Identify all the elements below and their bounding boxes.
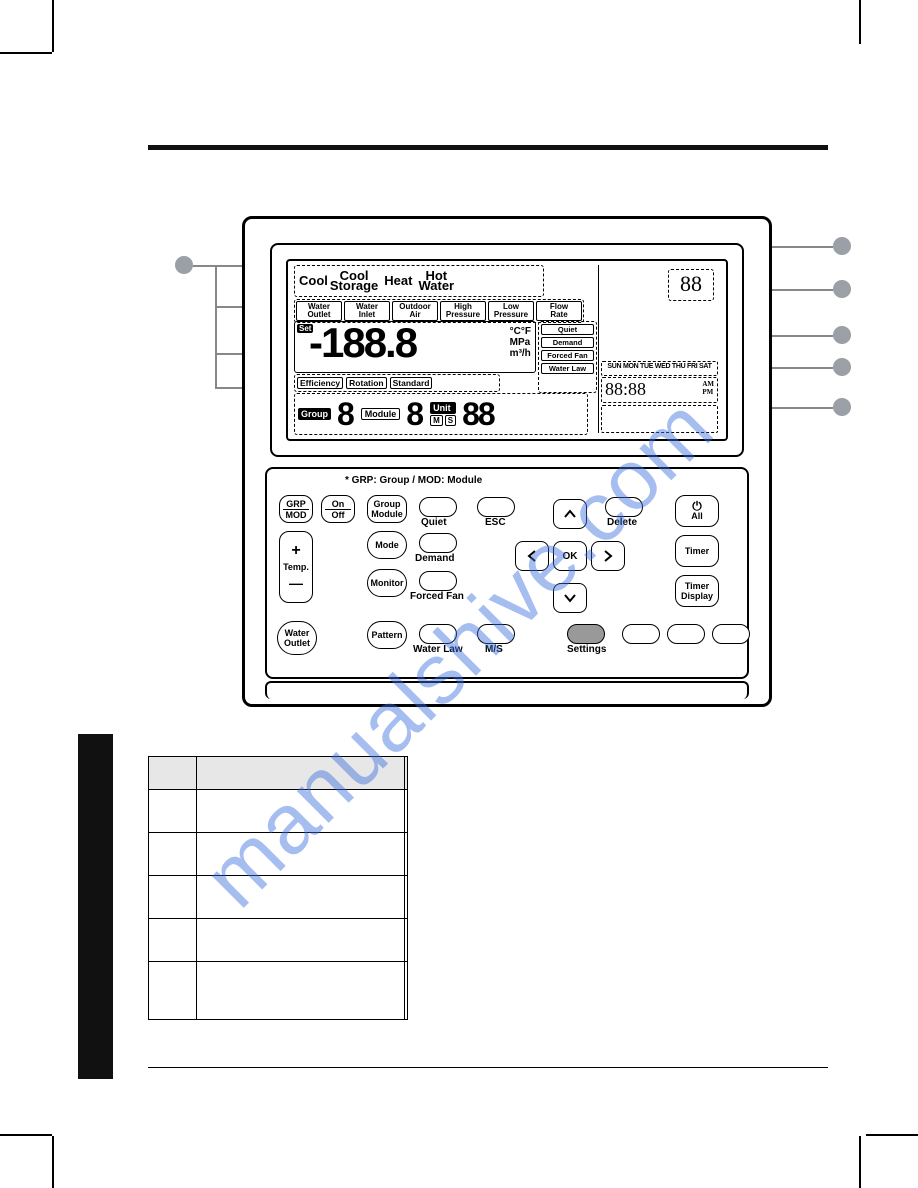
mode-cool-storage: Cool Storage [330, 271, 378, 291]
callout-dot [833, 280, 851, 298]
esc-button[interactable] [477, 497, 515, 517]
group-label: Group [298, 408, 331, 420]
water-outlet-button[interactable]: WaterOutlet [277, 621, 317, 655]
main-reading: Set -188.8 °C°F MPa m³/h [294, 321, 536, 373]
callout-dot [833, 326, 851, 344]
power-icon: ⏻ [692, 501, 702, 511]
bottom-indicator [601, 405, 718, 433]
up-button[interactable] [553, 499, 587, 529]
left-button[interactable] [515, 541, 549, 571]
opt-demand: Demand [541, 337, 594, 348]
remote-base-bar [265, 681, 749, 699]
demand-label: Demand [415, 553, 454, 564]
mode-cool: Cool [299, 276, 328, 286]
lcd-screen: Cool Cool Storage Heat Hot Water WaterOu… [270, 243, 744, 457]
settings-button[interactable] [567, 624, 605, 644]
description-table [148, 756, 408, 1020]
quiet-button[interactable] [419, 497, 457, 517]
delete-button[interactable] [605, 497, 643, 517]
unit-digit-2: 8 [478, 399, 496, 429]
table-row [149, 919, 408, 962]
blank-button-3[interactable] [712, 624, 750, 644]
callout-dot [833, 398, 851, 416]
ms-m: M [430, 415, 443, 426]
status-low-pressure: LowPressure [488, 301, 534, 321]
pattern-standard: Standard [390, 377, 433, 389]
remote-controller-diagram: Cool Cool Storage Heat Hot Water WaterOu… [242, 216, 772, 707]
forced-fan-button[interactable] [419, 571, 457, 591]
footer-rule [148, 1067, 828, 1068]
module-digit: 8 [406, 399, 424, 429]
water-law-button[interactable] [419, 624, 457, 644]
error-digits: 88 [668, 269, 714, 301]
table-header-2 [197, 757, 405, 790]
demand-button[interactable] [419, 533, 457, 553]
blank-button-2[interactable] [667, 624, 705, 644]
reading-digits: -188.8 [309, 319, 416, 367]
status-high-pressure: HighPressure [440, 301, 486, 321]
timer-display-button[interactable]: TimerDisplay [675, 575, 719, 607]
power-all-button[interactable]: ⏻ All [675, 495, 719, 527]
table-row [149, 833, 408, 876]
module-label: Module [361, 408, 401, 420]
settings-label: Settings [567, 644, 606, 655]
table-row [149, 876, 408, 919]
group-module-unit: Group 8 Module 8 Unit M S 8 8 [294, 393, 588, 435]
ms-button[interactable] [477, 624, 515, 644]
status-water-outlet: WaterOutlet [296, 301, 342, 321]
callout-dot [175, 256, 193, 274]
ms-label: M/S [485, 644, 503, 655]
table-row [149, 790, 408, 833]
weekday-indicators: SUN MON TUE WED THU FRI SAT [601, 361, 718, 376]
unit-label: Unit [430, 402, 456, 414]
pattern-indicators: Efficiency Rotation Standard [294, 374, 500, 392]
table-header-1 [149, 757, 197, 790]
right-button[interactable] [591, 541, 625, 571]
ok-button[interactable]: OK [553, 541, 587, 571]
status-water-inlet: WaterInlet [344, 301, 390, 321]
ms-s: S [445, 415, 456, 426]
timer-button[interactable]: Timer [675, 535, 719, 567]
group-digit: 8 [337, 399, 355, 429]
opt-forced-fan: Forced Fan [541, 350, 594, 361]
quiet-label: Quiet [421, 517, 447, 528]
down-button[interactable] [553, 583, 587, 613]
delete-label: Delete [607, 517, 637, 528]
callout-dot [833, 358, 851, 376]
reading-units: °C°F MPa m³/h [510, 326, 531, 359]
temp-button[interactable]: + Temp. — [279, 531, 313, 603]
callout-dot [833, 237, 851, 255]
mode-button[interactable]: Mode [367, 531, 407, 559]
water-law-label: Water Law [413, 644, 463, 655]
lcd-right-column: 88 SUN MON TUE WED THU FRI SAT 88:88 AMP… [598, 265, 720, 433]
pattern-rotation: Rotation [346, 377, 386, 389]
table-header-3 [405, 757, 408, 790]
status-outdoor-air: OutdoorAir [392, 301, 438, 321]
opt-water-law: Water Law [541, 363, 594, 374]
monitor-button[interactable]: Monitor [367, 569, 407, 597]
status-flow-rate: FlowRate [536, 301, 582, 321]
side-tab [78, 734, 113, 1079]
on-off-button[interactable]: OnOff [321, 495, 355, 523]
option-indicators: Quiet Demand Forced Fan Water Law [538, 321, 597, 393]
group-module-button[interactable]: GroupModule [367, 495, 407, 523]
top-heavy-rule [148, 145, 828, 150]
panel-note: * GRP: Group / MOD: Module [345, 475, 482, 486]
blank-button-1[interactable] [622, 624, 660, 644]
pattern-efficiency: Efficiency [297, 377, 343, 389]
table-row [149, 962, 408, 1020]
button-panel: * GRP: Group / MOD: Module GRPMOD + Temp… [265, 467, 749, 679]
pattern-button[interactable]: Pattern [367, 621, 407, 649]
opt-quiet: Quiet [541, 324, 594, 335]
mode-indicators: Cool Cool Storage Heat Hot Water [294, 265, 544, 297]
table-header-row [149, 757, 408, 790]
forced-fan-label: Forced Fan [410, 591, 464, 602]
esc-label: ESC [485, 517, 506, 528]
mode-hot-water: Hot Water [418, 271, 454, 291]
mode-heat: Heat [384, 276, 412, 286]
grp-mod-button[interactable]: GRPMOD [279, 495, 313, 523]
clock-digits: 88:88 AMPM [601, 377, 718, 403]
